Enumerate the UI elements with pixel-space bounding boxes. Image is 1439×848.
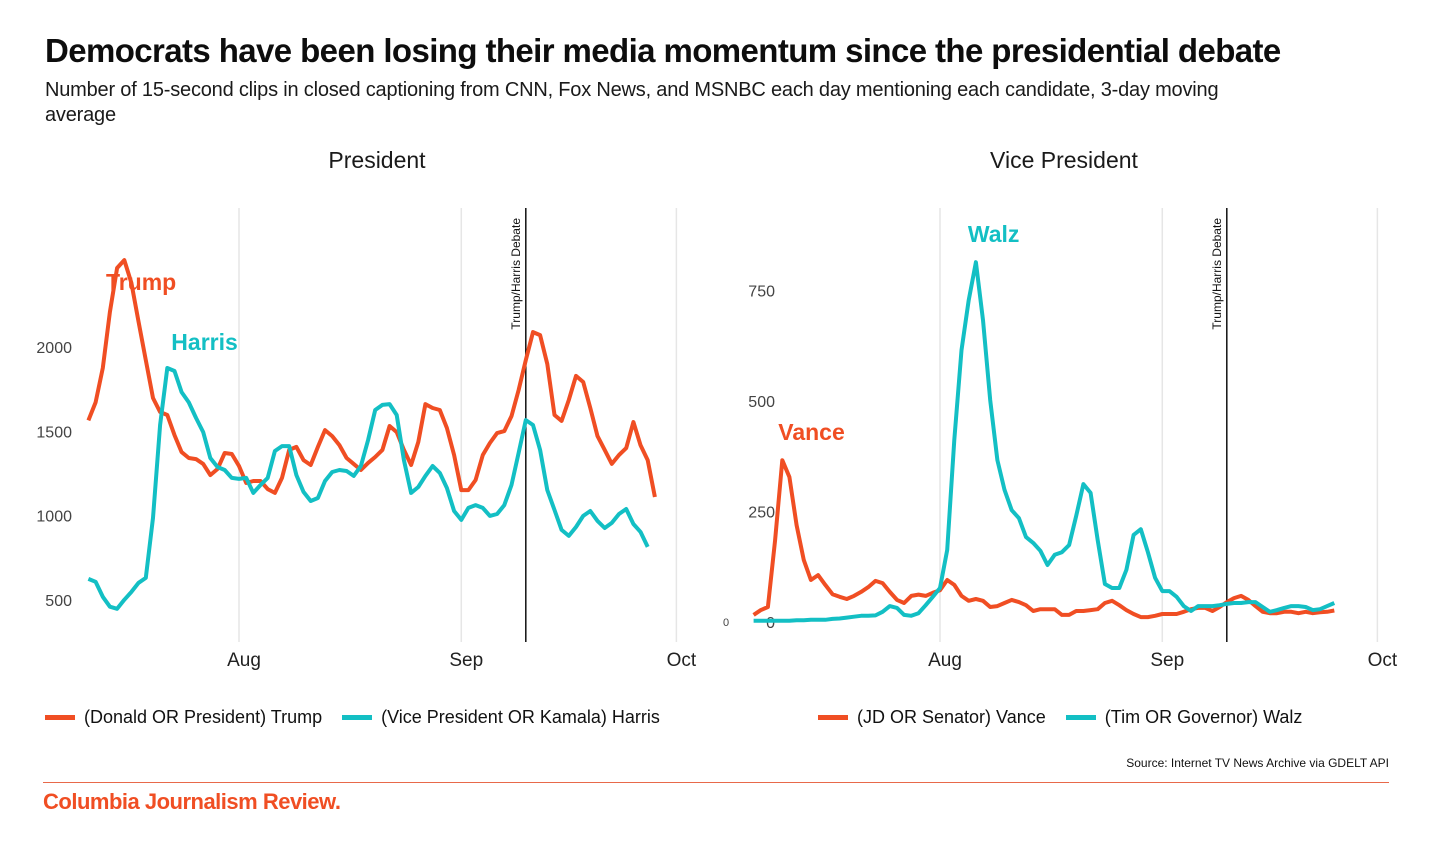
legend-swatch-vance [818,715,848,720]
legend-label-trump: (Donald OR President) Trump [84,707,323,727]
president-x-tick-sep: Sep [449,650,483,671]
vice-president-line-walz [753,260,1336,623]
president-series-label-trump: Trump [106,269,176,295]
legend-label-harris: (Vice President OR Kamala) Harris [381,707,660,727]
legend-label-walz: (Tim OR Governor) Walz [1104,707,1303,727]
vice-president-x-tick-sep: Sep [1150,650,1184,671]
legend-item-trump: (Donald OR President) Trump [45,707,322,728]
president-line-trump [86,258,657,498]
legend-item-walz: (Tim OR Governor) Walz [1065,707,1303,728]
legend-vice-president: (JD OR Senator) Vance (Tim OR Governor) … [818,707,1322,728]
president-y-tick-2000: 2000 [36,340,72,357]
vice-president-debate-label: Trump/Harris Debate [1210,218,1224,330]
charts-canvas: President Aug Sep Oct 500 1000 1500 2000 Trump/H… [36,147,1398,671]
footer-divider [43,782,1389,783]
vice-president-x-tick-aug: Aug [928,650,962,671]
legend-swatch-walz [1065,715,1096,720]
president-debate-label: Trump/Harris Debate [509,218,523,330]
legend-item-harris: (Vice President OR Kamala) Harris [342,707,660,728]
vice-president-x-tick-oct: Oct [1368,650,1398,671]
vice-president-y-tick-0: 0 [766,615,775,632]
legend-item-vance: (JD OR Senator) Vance [818,707,1046,728]
president-x-tick-aug: Aug [227,650,261,671]
legend-president: (Donald OR President) Trump (Vice Presid… [45,707,680,728]
president-y-tick-1500: 1500 [36,424,72,441]
vice-president-y-tick-250: 250 [748,505,775,522]
vice-president-y-tick-500: 500 [748,394,775,411]
legend-swatch-harris [342,715,373,720]
chart-title: Democrats have been losing their media m… [45,32,1281,69]
chart-subtitle: Number of 15-second clips in closed capt… [45,79,1219,126]
legend-label-vance: (JD OR Senator) Vance [857,707,1046,727]
president-panel-title: President [328,147,426,173]
vice-president-panel-title: Vice President [990,147,1138,173]
president-y-tick-1000: 1000 [36,509,72,526]
president-y-tick-500: 500 [45,593,72,610]
president-line-harris [87,366,650,611]
president-x-tick-oct: Oct [667,650,697,671]
vice-president-y-tick-extra: 0 [723,617,729,629]
vice-president-line-vance [752,458,1335,620]
vice-president-series-label-vance: Vance [778,419,845,445]
president-series-label-harris: Harris [171,329,237,355]
legend-swatch-trump [45,715,75,720]
vice-president-series-label-walz: Walz [968,221,1020,247]
source-note: Source: Internet TV News Archive via GDE… [1126,756,1389,770]
vice-president-y-tick-750: 750 [748,284,775,301]
brand-logo: Columbia Journalism Review. [43,789,341,814]
